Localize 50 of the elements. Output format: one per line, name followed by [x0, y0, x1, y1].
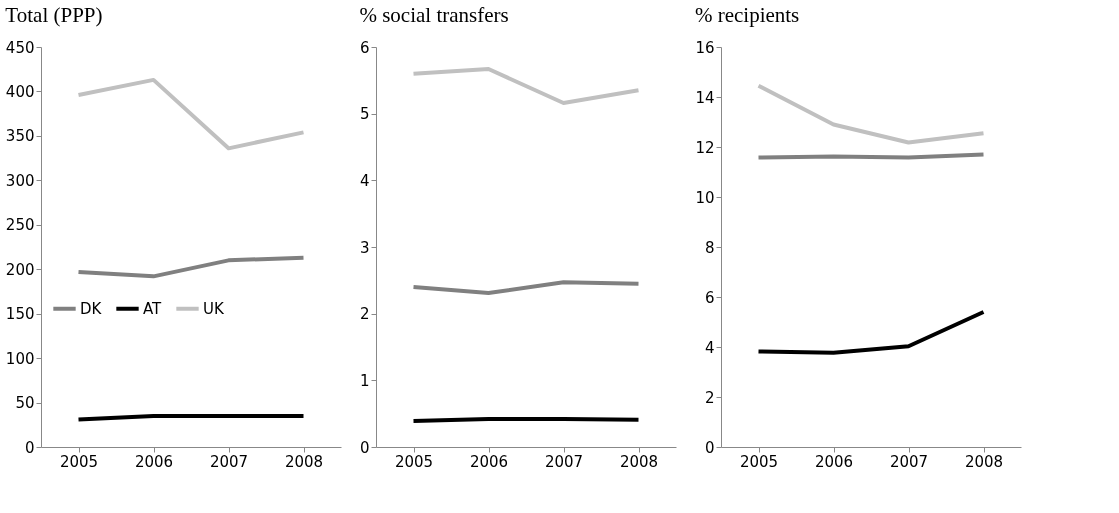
- y-tick-label: 14: [695, 88, 715, 107]
- x-tick-label: 2007: [544, 452, 584, 471]
- x-tick-label: 2006: [134, 452, 174, 471]
- y-tick-label: 16: [695, 38, 715, 57]
- y-tick-label: 300: [5, 171, 35, 190]
- y-tick-label: 0: [359, 438, 370, 457]
- y-tick-label: 12: [695, 138, 715, 157]
- y-tick-label: 3: [359, 238, 370, 257]
- x-tick-label: 2008: [619, 452, 659, 471]
- x-tick-label: 2006: [469, 452, 509, 471]
- y-tick-label: 100: [5, 349, 35, 368]
- line-series: [756, 83, 986, 145]
- y-tick-label: 4: [704, 338, 715, 357]
- x-tick-label: 2005: [59, 452, 99, 471]
- y-tick-label: 250: [5, 216, 35, 235]
- y-tick-label: 350: [5, 127, 35, 146]
- y-tick-label: 5: [359, 105, 370, 124]
- x-tick-label: 2008: [284, 452, 324, 471]
- y-tick-label: 10: [695, 188, 715, 207]
- y-tick-label: 0: [24, 438, 35, 457]
- x-tick-label: 2006: [814, 452, 854, 471]
- line-series: [76, 255, 306, 279]
- y-tick-label: 4: [359, 171, 370, 190]
- x-tick-label: 2007: [889, 452, 929, 471]
- x-tick-label: 2005: [739, 452, 779, 471]
- x-tick-label: 2005: [394, 452, 434, 471]
- y-tick-label: 6: [704, 288, 715, 307]
- y-tick-label: 6: [359, 38, 370, 57]
- x-tick-label: 2008: [964, 452, 1004, 471]
- line-series: [756, 310, 986, 355]
- y-tick-label: 2: [359, 305, 370, 324]
- y-tick-label: 8: [704, 238, 715, 257]
- chart-title: % recipients: [694, 3, 800, 27]
- chart-title: % social transfers: [359, 3, 509, 27]
- line-series: [411, 280, 641, 295]
- y-tick-label: 450: [5, 38, 35, 57]
- y-tick-label: 150: [5, 305, 35, 324]
- legend-label: DK: [80, 299, 103, 318]
- y-tick-label: 1: [359, 371, 370, 390]
- legend-label: AT: [143, 299, 163, 318]
- y-tick-label: 0: [704, 438, 715, 457]
- y-tick-label: 2: [704, 388, 715, 407]
- line-series: [76, 77, 306, 151]
- y-tick-label: 50: [15, 394, 35, 413]
- chart-title: Total (PPP): [5, 3, 103, 27]
- x-tick-label: 2007: [209, 452, 249, 471]
- line-series: [411, 67, 641, 105]
- y-tick-label: 200: [5, 260, 35, 279]
- y-tick-label: 400: [5, 82, 35, 101]
- legend-label: UK: [203, 299, 225, 318]
